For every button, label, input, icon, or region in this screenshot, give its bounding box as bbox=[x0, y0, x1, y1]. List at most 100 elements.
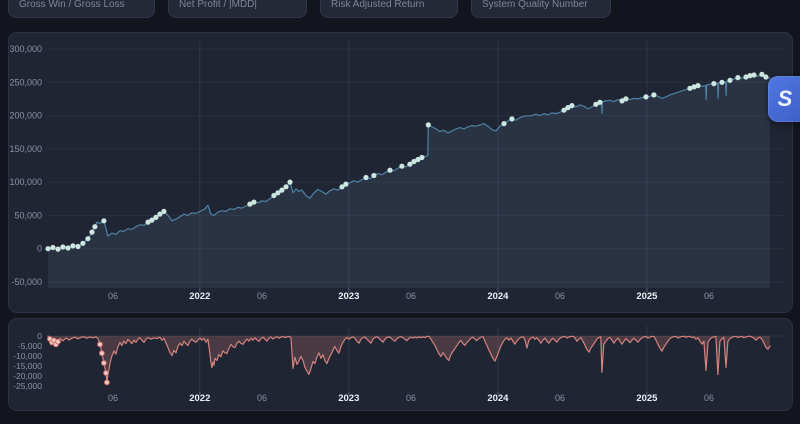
drawdown-marker bbox=[55, 338, 61, 345]
equity-marker bbox=[363, 174, 369, 181]
x-axis-label: 06 bbox=[555, 291, 565, 301]
y-axis-label: 100,000 bbox=[9, 177, 42, 187]
x-axis-label: 06 bbox=[257, 291, 267, 301]
equity-marker bbox=[407, 161, 413, 167]
equity-marker bbox=[643, 94, 649, 100]
equity-marker bbox=[287, 179, 293, 185]
y-axis-label: -15,000 bbox=[13, 361, 42, 371]
equity-marker bbox=[101, 218, 107, 224]
tab-risk-adjusted-return[interactable]: Risk Adjusted Return bbox=[320, 0, 458, 18]
x-axis-label: 2024 bbox=[487, 393, 509, 404]
x-axis-label: 2023 bbox=[338, 393, 359, 404]
equity-marker bbox=[411, 158, 417, 165]
drawdown-marker bbox=[104, 379, 110, 386]
equity-marker bbox=[619, 98, 625, 104]
equity-marker bbox=[279, 187, 285, 193]
drawdown-marker bbox=[97, 341, 103, 348]
equity-marker bbox=[271, 192, 277, 199]
equity-marker bbox=[651, 92, 657, 98]
equity-marker bbox=[75, 243, 81, 250]
equity-marker bbox=[145, 219, 151, 225]
drawdown-marker bbox=[101, 360, 107, 366]
equity-marker bbox=[149, 217, 155, 223]
equity-marker bbox=[283, 184, 289, 190]
equity-marker bbox=[597, 99, 603, 105]
equity-marker bbox=[735, 75, 741, 81]
equity-marker bbox=[593, 101, 599, 107]
equity-marker bbox=[153, 214, 159, 220]
equity-marker bbox=[695, 83, 701, 89]
drawdown-panel: 0 -5,000 -10,000 -15,000 -20,000 -25,000 06 202… bbox=[8, 318, 793, 411]
equity-marker bbox=[247, 201, 253, 207]
tab-label: Net Profit / |MDD| bbox=[179, 0, 257, 10]
tab-gross-win-gross-loss[interactable]: Gross Win / Gross Loss bbox=[8, 0, 155, 18]
equity-marker bbox=[89, 229, 95, 235]
equity-marker bbox=[60, 244, 66, 250]
equity-marker bbox=[569, 103, 575, 109]
equity-marker bbox=[343, 181, 349, 187]
equity-marker bbox=[415, 156, 421, 163]
equity-marker bbox=[565, 105, 571, 111]
y-axis-label: -25,000 bbox=[13, 381, 42, 391]
equity-marker bbox=[747, 73, 753, 79]
drawdown-marker bbox=[99, 350, 105, 357]
x-axis-label: 2022 bbox=[189, 393, 210, 404]
y-axis-label: 0 bbox=[37, 244, 42, 254]
equity-marker bbox=[751, 72, 757, 78]
y-axis-label: 150,000 bbox=[9, 144, 42, 154]
equity-marker bbox=[92, 224, 98, 230]
x-axis-label: 06 bbox=[704, 291, 714, 301]
drawdown-line bbox=[47, 335, 771, 383]
equity-marker bbox=[70, 243, 76, 249]
drawdown-area bbox=[48, 336, 770, 383]
y-axis-label: -10,000 bbox=[13, 351, 42, 361]
equity-marker bbox=[50, 244, 56, 251]
x-axis-label: 06 bbox=[406, 291, 416, 301]
equity-marker bbox=[387, 167, 393, 173]
x-axis-label: 2023 bbox=[338, 291, 359, 302]
x-axis-label: 2022 bbox=[189, 291, 210, 302]
y-axis-label: 0 bbox=[37, 331, 42, 341]
equity-marker bbox=[80, 240, 86, 246]
equity-marker bbox=[759, 71, 765, 77]
tab-system-quality-number[interactable]: System Quality Number bbox=[471, 0, 611, 18]
tab-label: System Quality Number bbox=[482, 0, 588, 10]
equity-marker bbox=[371, 172, 377, 179]
x-axis-label: 06 bbox=[555, 393, 565, 403]
y-axis-label: 50,000 bbox=[14, 210, 42, 220]
equity-marker bbox=[419, 154, 425, 161]
y-axis-label: -50,000 bbox=[11, 277, 42, 287]
x-axis-label: 2024 bbox=[487, 291, 509, 302]
equity-marker bbox=[339, 184, 345, 190]
equity-marker bbox=[251, 199, 257, 205]
equity-marker bbox=[399, 163, 405, 169]
metric-tabs: Gross Win / Gross Loss Net Profit / |MDD… bbox=[8, 0, 611, 18]
equity-marker bbox=[45, 246, 51, 252]
equity-marker bbox=[727, 77, 733, 83]
tab-label: Risk Adjusted Return bbox=[331, 0, 425, 10]
equity-chart-svg[interactable]: 300,000 250,000 200,000 150,000 100,000 50,00… bbox=[9, 33, 792, 312]
equity-marker bbox=[65, 245, 71, 251]
tab-label: Gross Win / Gross Loss bbox=[19, 0, 125, 10]
x-axis-label: 2025 bbox=[636, 291, 658, 302]
y-axis-label: -20,000 bbox=[13, 371, 42, 381]
y-axis-label: 250,000 bbox=[9, 77, 42, 87]
tab-net-profit-mdd[interactable]: Net Profit / |MDD| bbox=[168, 0, 307, 18]
equity-marker bbox=[687, 85, 693, 91]
equity-marker bbox=[763, 74, 769, 80]
drawdown-marker bbox=[103, 370, 109, 376]
equity-marker bbox=[561, 107, 567, 113]
equity-area bbox=[48, 74, 770, 288]
x-axis-label: 06 bbox=[406, 393, 416, 403]
y-axis-label: 300,000 bbox=[9, 44, 42, 54]
logo-badge[interactable]: S bbox=[768, 76, 800, 122]
equity-marker bbox=[509, 116, 515, 122]
equity-marker bbox=[275, 190, 281, 196]
equity-marker bbox=[743, 74, 749, 80]
drawdown-chart-svg[interactable]: 0-5,000-10,000-15,000-20,000-25,000 06 202… bbox=[9, 319, 792, 410]
equity-marker bbox=[55, 246, 61, 252]
equity-marker bbox=[719, 79, 725, 85]
x-axis-label: 2025 bbox=[636, 393, 658, 404]
equity-marker bbox=[711, 81, 717, 87]
y-axis-label: 200,000 bbox=[9, 111, 42, 121]
